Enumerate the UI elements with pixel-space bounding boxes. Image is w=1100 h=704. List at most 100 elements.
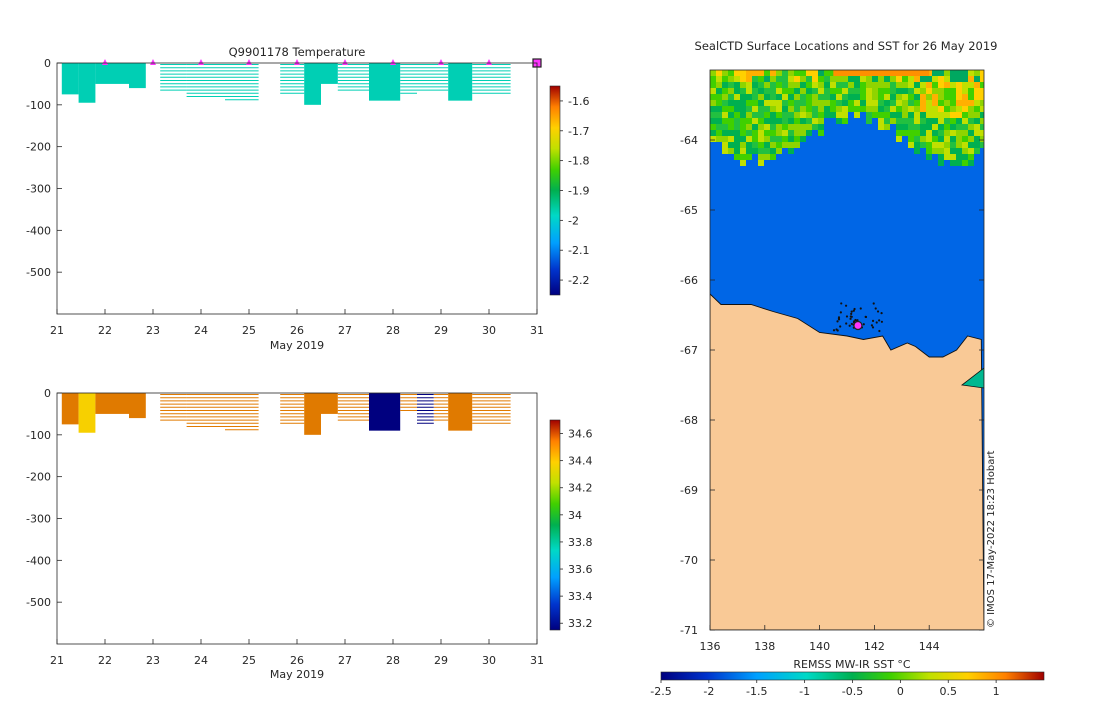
sst-cell	[938, 118, 944, 124]
sst-cell	[788, 70, 794, 76]
x-tick-label: 22	[98, 324, 112, 337]
sst-cell	[968, 160, 974, 166]
sst-cell	[818, 94, 824, 100]
temperature-colorbar-ticks: -1.6 -1.7 -1.8 -1.9 -2 -2.1 -2.2	[560, 95, 589, 287]
sst-cell	[776, 76, 782, 82]
sst-cell	[728, 130, 734, 136]
sst-cell	[878, 112, 884, 118]
sst-cell	[800, 130, 806, 136]
sst-cell	[980, 100, 984, 106]
sst-cell	[764, 100, 770, 106]
sst-cell	[968, 154, 974, 160]
sst-cell	[836, 106, 842, 112]
sst-cell	[788, 142, 794, 148]
sst-cell	[980, 118, 984, 124]
sst-cell	[776, 94, 782, 100]
ctd-location-dot	[849, 317, 852, 320]
sst-cell	[950, 106, 956, 112]
sst-cell	[938, 160, 944, 166]
sst-cell	[788, 112, 794, 118]
y-tick-label: -71	[680, 624, 698, 637]
profile-lines	[472, 394, 511, 424]
y-tick-label: -200	[26, 141, 51, 154]
salinity-x-ticks: 21 22 23 24 25 26 27 28 29 30 31	[50, 639, 544, 667]
sst-cell	[770, 100, 776, 106]
sst-cell	[764, 106, 770, 112]
sst-cell	[932, 76, 938, 82]
sst-cell	[716, 118, 722, 124]
sst-cell	[908, 76, 914, 82]
sst-cell	[932, 124, 938, 130]
sst-cell	[896, 136, 902, 142]
x-tick-label: 30	[482, 324, 496, 337]
sst-cell	[716, 82, 722, 88]
sst-cell	[818, 118, 824, 124]
sst-cell	[914, 82, 920, 88]
coastal-warm-patch	[960, 367, 984, 389]
sst-cell	[974, 124, 980, 130]
sst-cell	[950, 88, 956, 94]
sst-cell	[746, 112, 752, 118]
sst-cell	[734, 136, 740, 142]
x-tick-label: 21	[50, 324, 64, 337]
sst-colorbar-scale	[660, 671, 1045, 681]
sst-cell	[968, 94, 974, 100]
salinity-xlabel: May 2019	[270, 668, 324, 681]
sst-cell	[758, 130, 764, 136]
sst-cell	[830, 100, 836, 106]
sst-cell	[938, 142, 944, 148]
colorbar-tick-label: 34.6	[568, 428, 593, 441]
sst-cell	[794, 136, 800, 142]
sst-cell	[722, 112, 728, 118]
y-tick-label: -300	[26, 513, 51, 526]
sst-cell	[890, 94, 896, 100]
sst-cell	[722, 130, 728, 136]
sst-cell	[932, 112, 938, 118]
sst-cell	[920, 142, 926, 148]
sst-cell	[974, 82, 980, 88]
sst-cell	[764, 154, 770, 160]
sst-cell	[812, 100, 818, 106]
sst-cell	[734, 100, 740, 106]
ctd-location-dot	[840, 302, 843, 305]
sst-cell	[782, 130, 788, 136]
sst-cell	[968, 82, 974, 88]
y-tick-label: -66	[680, 274, 698, 287]
sst-cell	[710, 124, 716, 130]
sst-cell	[833, 70, 930, 76]
sst-cell	[962, 160, 968, 166]
sst-cell	[800, 136, 806, 142]
sst-cell	[758, 82, 764, 88]
y-tick-label: -67	[680, 344, 698, 357]
sst-cell	[968, 70, 974, 76]
profile-block	[95, 393, 129, 414]
x-tick-label: 27	[338, 324, 352, 337]
sst-cell	[908, 118, 914, 124]
sst-cell	[956, 136, 962, 142]
sst-cell	[908, 136, 914, 142]
sst-cell	[716, 124, 722, 130]
sst-cell	[956, 118, 962, 124]
ctd-location-dot	[852, 309, 855, 312]
sst-cell	[764, 148, 770, 154]
sst-cell	[830, 82, 836, 88]
sst-cell	[938, 112, 944, 118]
sst-cell	[752, 124, 758, 130]
sst-cell	[932, 70, 938, 76]
sst-cell	[974, 76, 980, 82]
sst-cell	[914, 76, 920, 82]
sst-cell	[938, 76, 944, 82]
sst-cell	[920, 118, 926, 124]
sst-cell	[914, 118, 920, 124]
sst-cell	[710, 94, 716, 100]
sst-cell	[932, 94, 938, 100]
temperature-colorbar-scale	[549, 85, 561, 296]
sst-cell	[938, 130, 944, 136]
x-tick-label: 140	[809, 640, 830, 653]
profile-block	[61, 63, 79, 95]
sst-cell	[908, 88, 914, 94]
sst-cell	[980, 82, 984, 88]
colorbar-tick-label: -2.5	[650, 685, 671, 698]
current-position-marker	[853, 320, 863, 331]
sst-cell	[944, 106, 950, 112]
